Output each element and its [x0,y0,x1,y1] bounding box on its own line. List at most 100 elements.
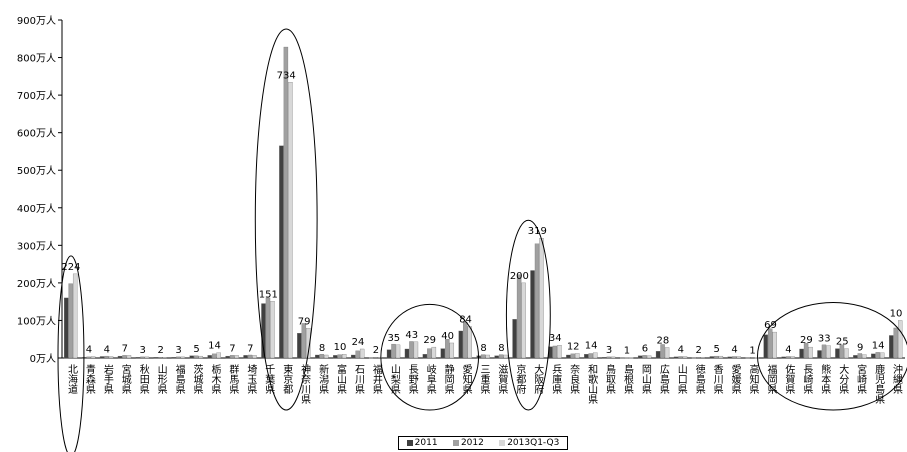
x-tick-label-45: 鹿児島県 [873,363,885,405]
data-label-2: 4 [104,344,110,355]
x-tick-label-32: 岡山県 [639,364,651,395]
bar-2012-20 [427,348,432,359]
bar-2012-34 [678,356,683,359]
bar-2012-40 [785,356,791,359]
data-label-25: 200 [510,271,529,282]
data-label-29: 14 [585,341,598,352]
data-label-32: 6 [642,344,648,355]
bar-2012-21 [445,339,450,359]
x-tick-label-7: 茨城県 [191,363,203,395]
legend-swatch-2012 [452,440,459,446]
data-label-16: 24 [352,337,365,348]
bar-2012-28 [570,353,576,359]
data-label-7: 5 [193,344,199,355]
data-label-15: 10 [334,342,347,353]
x-tick-label-14: 新潟県 [317,363,329,395]
x-tick-label-2: 岩手県 [101,363,113,395]
bar-2011-43 [835,348,840,359]
bar-2013q1-q3-17 [377,357,383,359]
x-tick-label-3: 宮城県 [119,363,131,395]
x-tick-label-4: 秋田県 [137,363,149,395]
data-label-45: 14 [872,341,885,352]
x-tick-label-42: 熊本県 [819,363,831,395]
bar-2013q1-q3-23 [485,354,490,359]
bar-2013q1-q3-16 [359,348,365,359]
bar-2013q1-q3-3 [126,355,132,359]
x-axis-labels-group: 北海道 青森県 岩手県 宮城県 秋田県 山形県 福島県 茨城県 栃木県 群馬県 埼玉県 千葉県 東京都神… [65,363,902,405]
data-label-22: 84 [459,314,472,325]
bar-2012-13 [301,323,307,359]
x-tick-label-21: 静岡県 [442,363,454,395]
data-label-6: 3 [175,345,181,356]
x-tick-label-34: 山口県 [675,364,687,395]
bar-2012-31 [624,357,629,359]
bar-2011-22 [458,330,463,359]
highlight-ellipse-2 [380,303,480,411]
bar-2012-41 [803,343,809,359]
bar-2011-28 [566,354,571,359]
bar-2011-6 [171,357,177,359]
bar-2012-12 [283,46,289,359]
data-label-28: 12 [567,341,580,352]
bar-2012-2 [104,355,109,359]
x-tick-label-1: 青森県 [83,363,95,395]
bar-2012-39 [767,328,773,359]
bar-2013q1-q3-36 [718,355,724,359]
bar-2013q1-q3-42 [826,345,831,359]
highlight-ellipses-group [57,28,907,452]
data-label-46: 10 [890,308,903,319]
bar-2011-25 [512,319,517,359]
bar-2011-26 [530,270,535,359]
bar-2013q1-q3-44 [862,354,867,359]
bar-2011-38 [745,357,750,359]
highlight-ellipse-0 [57,255,85,452]
bar-2011-0 [64,297,69,359]
data-label-11: 151 [259,289,278,300]
bar-2013q1-q3-4 [144,356,150,359]
legend-label-2013q1-q3: 2013Q1-Q3 [507,438,560,448]
x-tick-label-17: 福井県 [370,363,382,395]
x-tick-label-38: 高知県 [747,363,759,395]
bar-2013q1-q3-6 [180,356,185,359]
bar-2012-26 [534,243,540,359]
legend-item-2013q1-q3: 2013Q1-Q3 [499,438,559,448]
bar-2013q1-q3-32 [646,355,652,359]
bar-2011-32 [637,355,643,359]
x-tick-label-33: 広島県 [657,363,669,395]
data-label-26: 319 [528,226,547,237]
x-tick-label-19: 長野県 [406,364,418,395]
data-label-12: 734 [277,70,296,81]
bar-2012-19 [409,341,414,359]
data-label-21: 40 [441,331,454,342]
bar-2011-20 [422,354,428,359]
bar-2011-36 [709,356,715,359]
y-tick-label: 700万人 [17,90,56,102]
x-tick-label-46: 沖縄県 [891,363,903,395]
bar-2013q1-q3-18 [395,344,401,359]
x-tick-label-16: 石川県 [352,364,364,395]
bar-2013q1-q3-11 [270,301,275,359]
x-tick-label-13: 神奈川県 [299,363,311,405]
bar-2011-2 [99,356,105,359]
x-tick-label-41: 長崎県 [801,364,813,395]
x-tick-label-27: 兵庫県 [550,363,562,395]
bar-2011-44 [853,355,858,359]
x-tick-label-25: 京都府 [514,363,526,395]
data-label-20: 29 [423,335,436,346]
bar-2012-43 [839,344,845,359]
bar-2013q1-q3-31 [628,357,634,359]
highlight-ellipse-1 [254,28,318,411]
legend-label-2012: 2012 [460,438,484,448]
bar-2011-13 [297,333,302,359]
data-label-14: 8 [319,343,325,354]
data-label-5: 2 [157,345,163,356]
bar-2012-1 [86,356,91,359]
x-tick-label-30: 鳥取県 [604,363,616,395]
data-label-42: 33 [818,334,831,345]
bar-2011-41 [799,348,804,359]
bar-2013q1-q3-25 [521,282,526,359]
bar-2013q1-q3-2 [108,356,114,359]
highlight-ellipse-4 [757,301,907,411]
bars-group [64,46,903,359]
